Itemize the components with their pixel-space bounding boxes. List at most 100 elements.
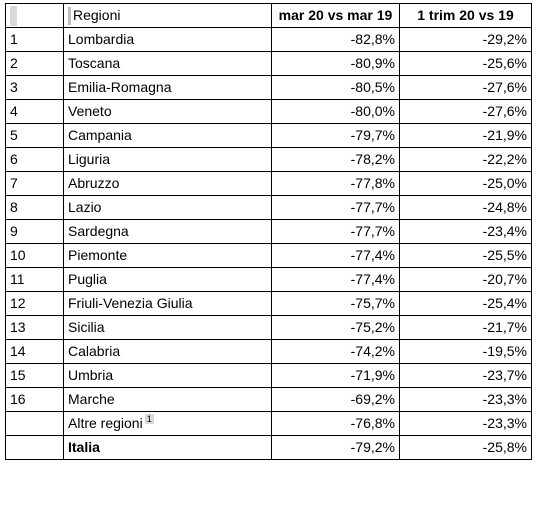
table-body: 1 Lombardia -82,8% -29,2% 2 Toscana -80,9% -25,… [5, 27, 532, 460]
table-row-total: Italia -79,2% -25,8% [5, 435, 532, 460]
table-row: 3 Emilia-Romagna -80,5% -27,6% [5, 75, 532, 100]
row-region: Calabria [63, 339, 272, 364]
row-mar: -77,8% [271, 171, 400, 196]
column-marker [68, 7, 71, 26]
row-mar: -74,2% [271, 339, 400, 364]
header-rank [5, 3, 64, 28]
row-trim: -19,5% [399, 339, 532, 364]
row-trim: -27,6% [399, 99, 532, 124]
row-rank: 12 [5, 291, 64, 316]
header-trim-vs: 1 trim 20 vs 19 [399, 3, 532, 28]
row-region: Toscana [63, 51, 272, 76]
column-marker [10, 6, 17, 27]
row-rank: 6 [5, 147, 64, 172]
footnote-marker: 1 [144, 414, 154, 425]
row-region: Sardegna [63, 219, 272, 244]
row-region: Piemonte [63, 243, 272, 268]
row-mar: -76,8% [271, 411, 400, 436]
table-row: 15 Umbria -71,9% -23,7% [5, 363, 532, 388]
row-rank: 15 [5, 363, 64, 388]
row-region: Abruzzo [63, 171, 272, 196]
row-trim: -23,3% [399, 387, 532, 412]
row-mar: -78,2% [271, 147, 400, 172]
row-rank: 2 [5, 51, 64, 76]
row-region: Lazio [63, 195, 272, 220]
row-mar: -80,9% [271, 51, 400, 76]
row-rank [5, 411, 64, 436]
header-region: Regioni [63, 3, 272, 28]
row-mar: -82,8% [271, 27, 400, 52]
table-row: 7 Abruzzo -77,8% -25,0% [5, 171, 532, 196]
row-mar: -75,2% [271, 315, 400, 340]
row-mar: -80,5% [271, 75, 400, 100]
row-mar: -79,2% [271, 435, 400, 460]
row-rank: 11 [5, 267, 64, 292]
table-row: 14 Calabria -74,2% -19,5% [5, 339, 532, 364]
row-rank: 5 [5, 123, 64, 148]
row-region: Sicilia [63, 315, 272, 340]
row-trim: -21,7% [399, 315, 532, 340]
regions-table: Regioni mar 20 vs mar 19 1 trim 20 vs 19… [5, 3, 532, 460]
row-region: Campania [63, 123, 272, 148]
row-rank: 1 [5, 27, 64, 52]
row-region: Emilia-Romagna [63, 75, 272, 100]
row-rank [5, 435, 64, 460]
row-region: Liguria [63, 147, 272, 172]
row-region: Lombardia [63, 27, 272, 52]
row-trim: -25,5% [399, 243, 532, 268]
table-header-row: Regioni mar 20 vs mar 19 1 trim 20 vs 19 [5, 3, 532, 28]
table-row: 2 Toscana -80,9% -25,6% [5, 51, 532, 76]
row-rank: 4 [5, 99, 64, 124]
row-trim: -25,0% [399, 171, 532, 196]
row-rank: 10 [5, 243, 64, 268]
row-trim: -25,6% [399, 51, 532, 76]
table-row-other: Altre regioni 1 -76,8% -23,3% [5, 411, 532, 436]
row-trim: -20,7% [399, 267, 532, 292]
row-rank: 13 [5, 315, 64, 340]
table-row: 11 Puglia -77,4% -20,7% [5, 267, 532, 292]
header-mar-vs-mar: mar 20 vs mar 19 [271, 3, 400, 28]
row-trim: -25,4% [399, 291, 532, 316]
row-trim: -25,8% [399, 435, 532, 460]
table-row: 9 Sardegna -77,7% -23,4% [5, 219, 532, 244]
row-region: Italia [63, 435, 272, 460]
row-rank: 16 [5, 387, 64, 412]
row-mar: -79,7% [271, 123, 400, 148]
table-row: 12 Friuli-Venezia Giulia -75,7% -25,4% [5, 291, 532, 316]
table-row: 1 Lombardia -82,8% -29,2% [5, 27, 532, 52]
row-rank: 14 [5, 339, 64, 364]
row-region: Marche [63, 387, 272, 412]
row-mar: -75,7% [271, 291, 400, 316]
row-trim: -22,2% [399, 147, 532, 172]
row-region: Altre regioni 1 [63, 411, 272, 436]
table-row: 4 Veneto -80,0% -27,6% [5, 99, 532, 124]
table-row: 13 Sicilia -75,2% -21,7% [5, 315, 532, 340]
row-mar: -77,7% [271, 195, 400, 220]
row-mar: -77,7% [271, 219, 400, 244]
table-row: 5 Campania -79,7% -21,9% [5, 123, 532, 148]
row-mar: -77,4% [271, 243, 400, 268]
row-mar: -71,9% [271, 363, 400, 388]
row-region: Umbria [63, 363, 272, 388]
row-trim: -21,9% [399, 123, 532, 148]
row-trim: -23,4% [399, 219, 532, 244]
row-trim: -23,3% [399, 411, 532, 436]
table-row: 10 Piemonte -77,4% -25,5% [5, 243, 532, 268]
row-mar: -80,0% [271, 99, 400, 124]
row-region: Veneto [63, 99, 272, 124]
row-rank: 9 [5, 219, 64, 244]
row-rank: 3 [5, 75, 64, 100]
table-row: 16 Marche -69,2% -23,3% [5, 387, 532, 412]
row-rank: 8 [5, 195, 64, 220]
row-trim: -24,8% [399, 195, 532, 220]
row-trim: -23,7% [399, 363, 532, 388]
table-row: 8 Lazio -77,7% -24,8% [5, 195, 532, 220]
row-region: Friuli-Venezia Giulia [63, 291, 272, 316]
row-mar: -77,4% [271, 267, 400, 292]
row-mar: -69,2% [271, 387, 400, 412]
row-trim: -29,2% [399, 27, 532, 52]
row-trim: -27,6% [399, 75, 532, 100]
row-region: Puglia [63, 267, 272, 292]
row-rank: 7 [5, 171, 64, 196]
table-row: 6 Liguria -78,2% -22,2% [5, 147, 532, 172]
